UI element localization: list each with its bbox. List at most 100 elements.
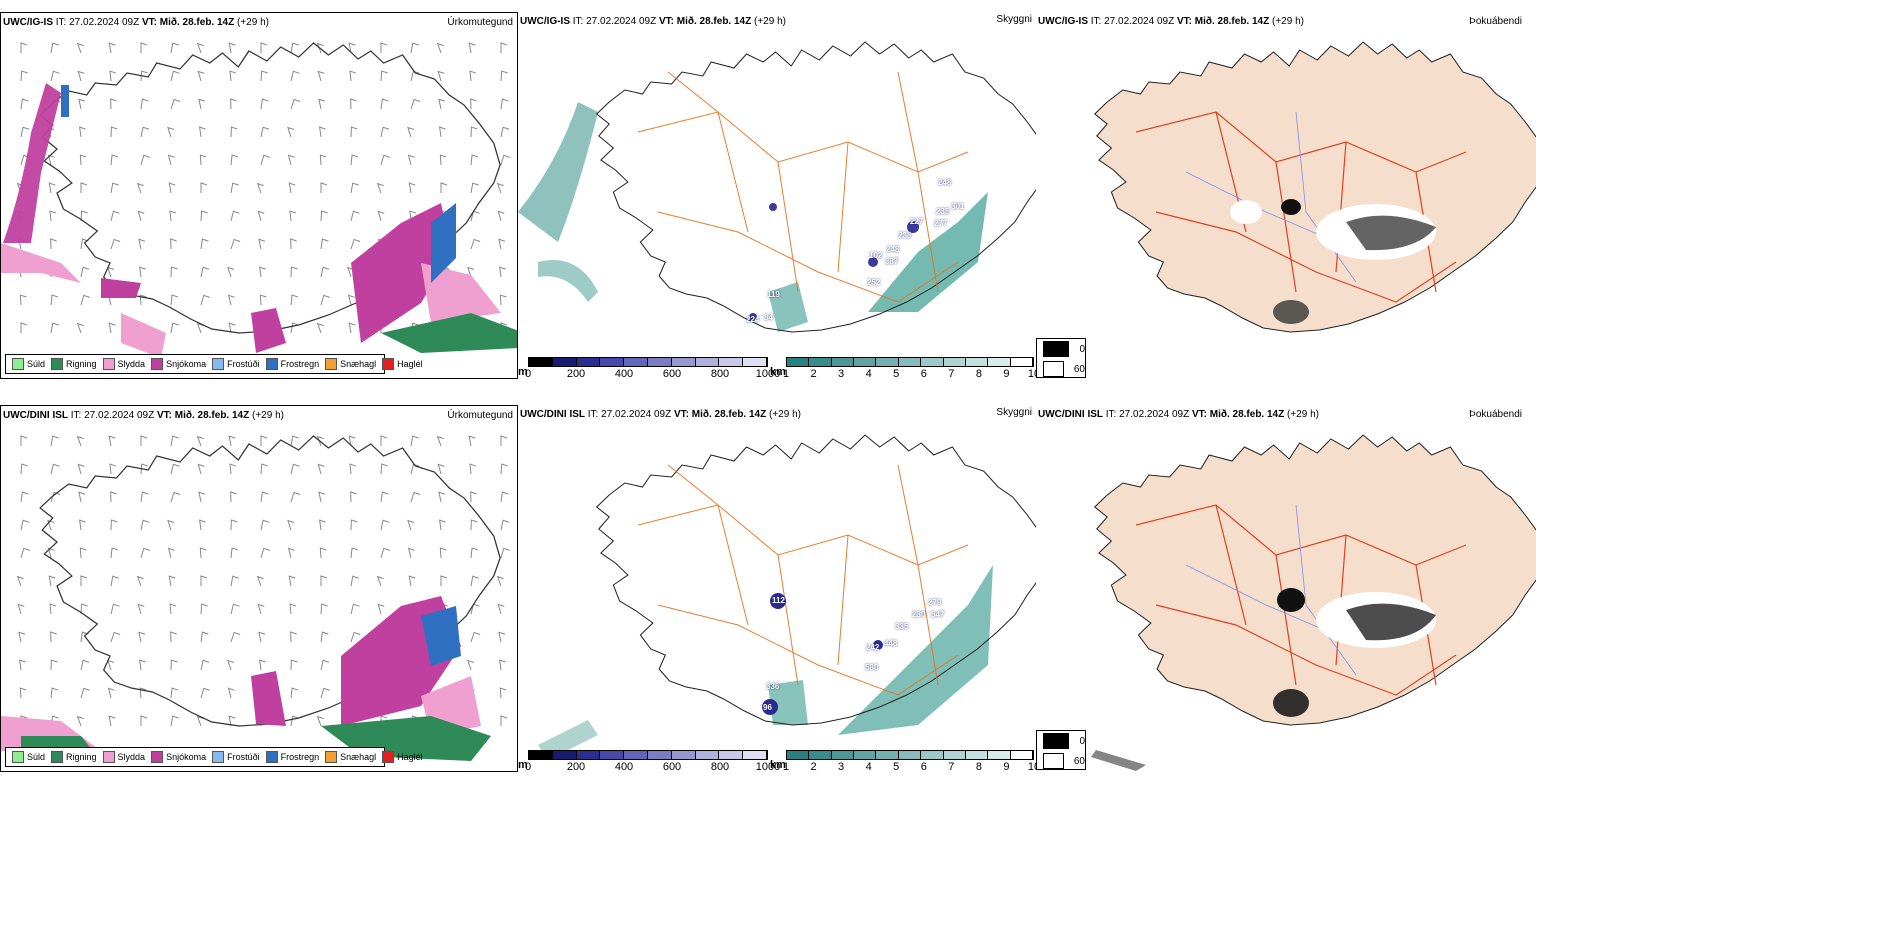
- colorbar-swatch: [576, 751, 601, 759]
- issue-time: 27.02.2024 09Z: [601, 409, 672, 420]
- wind-barb: [79, 126, 86, 138]
- ceiling-colorbar-swatches: [528, 357, 768, 367]
- colorbar-swatch: [831, 358, 855, 366]
- wind-barb: [470, 126, 478, 138]
- ceiling-unit: m: [518, 759, 528, 771]
- wind-barb: [168, 182, 176, 194]
- colorbar-swatch: [647, 751, 672, 759]
- wind-barb: [80, 659, 90, 671]
- wind-barb: [140, 154, 150, 166]
- wind-barb: [380, 42, 388, 53]
- wind-barb: [438, 491, 446, 503]
- wind-barb: [170, 659, 178, 671]
- colorbar-swatch: [743, 751, 767, 759]
- wind-barb: [259, 266, 266, 278]
- colorbar-tick-label: 9: [1003, 761, 1010, 773]
- bottom-vis-header: UWC/DINI ISL IT: 27.02.2024 09Z VT: Mið.…: [520, 409, 801, 420]
- lead-time: (+29 h): [1287, 409, 1319, 420]
- colorbar-swatch: [988, 358, 1011, 366]
- wind-barb: [138, 631, 146, 643]
- legend-item-rigning: Rigning: [51, 358, 97, 370]
- wind-barb: [500, 519, 510, 531]
- wind-barb: [380, 98, 389, 110]
- wind-barb: [168, 575, 176, 587]
- wind-barb: [170, 70, 180, 82]
- colorbar-tick-label: 9: [1003, 368, 1010, 380]
- colorbar-swatch: [600, 751, 625, 759]
- wind-barb: [348, 322, 356, 334]
- wind-barb: [140, 491, 149, 503]
- ceiling-label: 96: [763, 703, 772, 712]
- legend-item-snjokoma: Snjókoma: [151, 358, 206, 370]
- wind-barb: [76, 715, 84, 727]
- wind-barb: [227, 266, 235, 278]
- wind-barb: [436, 435, 444, 447]
- ceiling-label: 227: [910, 217, 924, 226]
- wind-barb: [350, 547, 359, 559]
- colorbar-swatch: [529, 358, 553, 366]
- ceiling-label: 547: [931, 610, 945, 619]
- valid-time: Mið. 28.feb. 14Z: [676, 16, 752, 27]
- wind-barb: [320, 659, 330, 671]
- wind-barb: [230, 98, 237, 110]
- wind-barb: [380, 519, 390, 531]
- colorbar-tick-label: 1: [782, 761, 790, 773]
- wind-barb: [230, 210, 240, 222]
- wind-barb: [316, 715, 324, 727]
- bottom-cloud-header: UWC/DINI ISL IT: 27.02.2024 09Z VT: Mið.…: [1038, 409, 1319, 420]
- wind-barb: [170, 435, 179, 447]
- wind-barb: [260, 126, 270, 138]
- precip-map: [1, 435, 510, 761]
- valid-time: Mið. 28.feb. 14Z: [159, 17, 235, 28]
- colorbar-tick-label: 0: [524, 761, 532, 773]
- wind-barb: [230, 126, 238, 138]
- wind-barb: [110, 182, 119, 194]
- wind-barb: [50, 238, 57, 250]
- wind-barb: [20, 519, 30, 531]
- wind-barb: [500, 547, 510, 559]
- visibility-colorbar-swatches: [786, 750, 1034, 760]
- wind-barb: [49, 603, 57, 615]
- wind-barb: [170, 687, 179, 699]
- colorbar-tick-label: 1: [782, 368, 790, 380]
- wind-barb: [500, 715, 508, 726]
- wind-barb: [170, 238, 177, 250]
- wind-barb: [230, 547, 239, 559]
- wind-barb: [320, 210, 328, 222]
- wind-barb: [80, 603, 88, 615]
- colorbar-swatch: [921, 358, 944, 366]
- wind-barb: [470, 575, 479, 587]
- precip-map: [1, 42, 517, 358]
- ceiling-label: 224: [746, 315, 760, 324]
- wind-barb: [258, 631, 266, 643]
- colorbar-tick-label: 5: [893, 761, 900, 773]
- wind-barb: [20, 322, 28, 333]
- wind-barb: [500, 154, 510, 166]
- colorbar-tick-label: 800: [710, 368, 730, 380]
- wind-barb: [198, 491, 206, 503]
- ceiling-label: 580: [865, 663, 879, 672]
- legend-item-snjokoma: Snjókoma: [151, 751, 206, 763]
- wind-barb: [470, 154, 479, 166]
- ceiling-colorbar: 0 200 400 600 800 1000: [525, 357, 780, 380]
- valid-time: Mið. 28.feb. 14Z: [691, 409, 767, 420]
- wind-barb: [380, 547, 390, 559]
- wind-barb: [380, 70, 388, 82]
- wind-barb: [50, 70, 60, 82]
- wind-barb: [439, 519, 446, 531]
- wind-barb: [50, 294, 59, 306]
- wind-barb: [468, 435, 476, 447]
- ceiling-unit: m: [518, 366, 528, 378]
- wind-barb: [170, 631, 177, 643]
- wind-barb: [198, 98, 206, 110]
- fog-legend: 0 60: [1036, 730, 1086, 770]
- colorbar-tick-label: 5: [893, 368, 900, 380]
- wind-barb: [110, 154, 119, 166]
- wind-barb: [229, 70, 237, 82]
- legend-item-snaehagl: Snæhagl: [325, 358, 376, 370]
- panel-title: Skyggni: [996, 407, 1032, 418]
- wind-barb: [80, 238, 89, 250]
- wind-barb: [139, 687, 147, 699]
- wind-barb: [20, 463, 28, 475]
- wind-barb: [170, 266, 178, 278]
